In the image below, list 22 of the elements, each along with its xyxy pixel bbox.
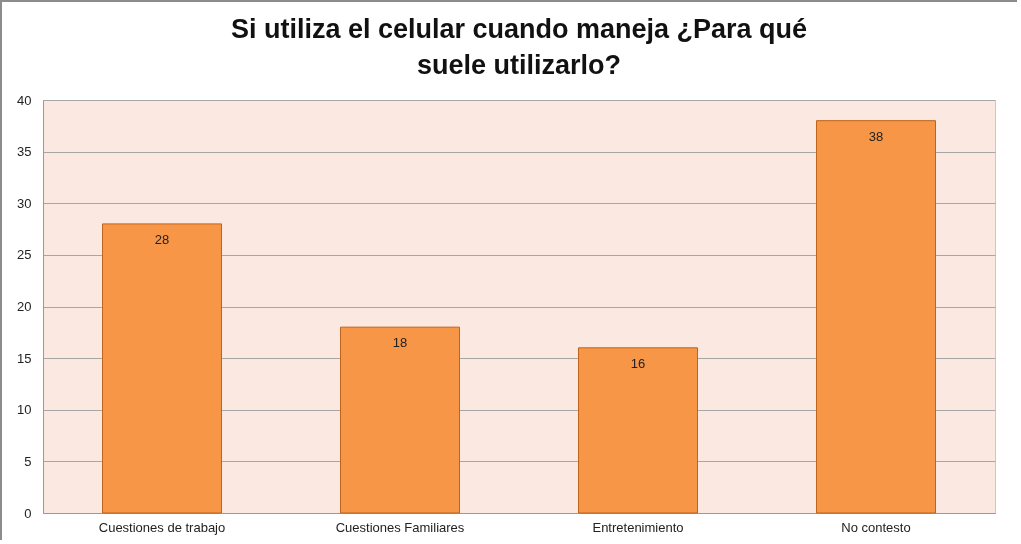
- data-label: 16: [630, 355, 646, 371]
- y-tick-label: 15: [17, 350, 32, 366]
- data-label: 38: [868, 128, 884, 144]
- y-tick-label: 40: [17, 92, 32, 108]
- y-tick-label: 10: [17, 402, 32, 418]
- y-tick-label: 5: [24, 453, 32, 469]
- chart-title: Si utiliza el celular cuando maneja ¿Para qué suele utilizarlo?: [230, 14, 808, 80]
- x-tick-label: Entretenimiento: [592, 519, 684, 535]
- x-tick-label: Cuestiones de trabajo: [98, 519, 226, 535]
- y-tick-label: 0: [24, 505, 32, 521]
- x-tick-label: No contesto: [841, 519, 911, 535]
- bar: [578, 347, 698, 514]
- y-tick-label: 20: [17, 299, 32, 314]
- data-label: 28: [154, 231, 170, 247]
- y-tick-label: 25: [17, 247, 32, 263]
- bar: [340, 326, 460, 514]
- data-label: 18: [392, 335, 408, 351]
- y-tick-label: 35: [17, 144, 32, 160]
- x-tick-label: Cuestiones Familiares: [335, 519, 465, 535]
- bar: [102, 223, 222, 514]
- y-tick-label: 30: [17, 195, 32, 211]
- bar: [816, 120, 936, 514]
